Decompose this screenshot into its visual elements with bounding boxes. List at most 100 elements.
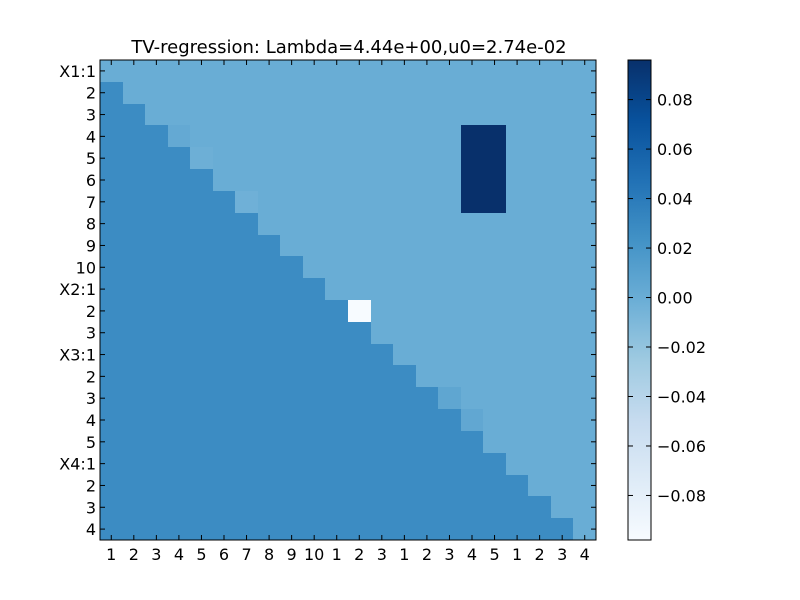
heatmap-cell (280, 213, 303, 235)
x-tick-label: 2 (354, 545, 364, 564)
heatmap-cell (258, 213, 280, 235)
heatmap-cell (438, 278, 461, 300)
heatmap-cell (506, 147, 528, 169)
heatmap-cell (393, 453, 416, 475)
heatmap-cell (416, 256, 438, 278)
heatmap-cell (393, 104, 416, 125)
heatmap-cell (393, 60, 416, 82)
heatmap-cell (145, 365, 168, 387)
heatmap-cell (145, 235, 168, 256)
heatmap-cell (235, 169, 258, 191)
heatmap-cell (483, 409, 506, 431)
heatmap-cell (325, 322, 348, 344)
heatmap-cell (393, 431, 416, 453)
heatmap-cell (393, 322, 416, 344)
heatmap-cell (461, 453, 483, 475)
heatmap-cell (528, 60, 551, 82)
heatmap-cell (371, 475, 393, 496)
heatmap-cell (348, 278, 371, 300)
heatmap-cell (551, 125, 573, 147)
heatmap-cell (483, 518, 506, 540)
heatmap-cell (573, 125, 596, 147)
heatmap-cell (235, 60, 258, 82)
heatmap-cell (100, 213, 123, 235)
heatmap-cell (213, 300, 235, 322)
y-tick-label: 4 (86, 411, 96, 430)
heatmap-cell (551, 104, 573, 125)
heatmap-cell (190, 213, 213, 235)
heatmap-cell (551, 82, 573, 104)
heatmap-cell (168, 322, 190, 344)
heatmap-cell (551, 475, 573, 496)
heatmap-cell (213, 409, 235, 431)
heatmap-cell (438, 82, 461, 104)
heatmap-cell (190, 191, 213, 213)
heatmap-cell (461, 300, 483, 322)
heatmap-cell (213, 82, 235, 104)
heatmap-cell (303, 191, 325, 213)
heatmap-cell (528, 104, 551, 125)
heatmap-cell (573, 82, 596, 104)
heatmap-cell (506, 453, 528, 475)
heatmap-cell (483, 278, 506, 300)
heatmap-cell (280, 344, 303, 365)
heatmap-cells (100, 60, 596, 540)
heatmap-cell (213, 60, 235, 82)
heatmap-cell (393, 409, 416, 431)
heatmap-cell (168, 256, 190, 278)
heatmap-cell (416, 453, 438, 475)
heatmap-cell (371, 453, 393, 475)
y-tick-label: 2 (86, 367, 96, 386)
heatmap-cell (258, 104, 280, 125)
heatmap-cell (506, 256, 528, 278)
heatmap-cell (416, 365, 438, 387)
heatmap-cell (145, 213, 168, 235)
heatmap-cell (528, 365, 551, 387)
heatmap-cell (100, 365, 123, 387)
heatmap-cell (190, 300, 213, 322)
heatmap-cell (325, 365, 348, 387)
x-tick-label: 4 (580, 545, 590, 564)
heatmap-cell (258, 60, 280, 82)
heatmap-cell (348, 475, 371, 496)
heatmap-cell (393, 213, 416, 235)
heatmap-cell (325, 475, 348, 496)
heatmap-cell (280, 147, 303, 169)
heatmap-cell (393, 300, 416, 322)
heatmap-cell (371, 147, 393, 169)
heatmap-cell (528, 169, 551, 191)
heatmap-cell (258, 256, 280, 278)
heatmap-cell (325, 431, 348, 453)
heatmap-cell (235, 431, 258, 453)
heatmap-cell (506, 60, 528, 82)
heatmap-cell (393, 278, 416, 300)
heatmap-cell (190, 278, 213, 300)
heatmap-cell (145, 475, 168, 496)
heatmap-cell (371, 125, 393, 147)
y-tick-label: 2 (86, 302, 96, 321)
heatmap-cell (213, 322, 235, 344)
heatmap-cell (438, 169, 461, 191)
heatmap-cell (348, 147, 371, 169)
heatmap-cell (348, 365, 371, 387)
heatmap-cell (461, 125, 483, 147)
heatmap-cell (483, 82, 506, 104)
heatmap-cell (348, 213, 371, 235)
heatmap-cell (506, 169, 528, 191)
heatmap-cell (506, 387, 528, 409)
heatmap-cell (100, 518, 123, 540)
heatmap-cell (213, 365, 235, 387)
heatmap-cell (393, 235, 416, 256)
heatmap-cell (528, 409, 551, 431)
heatmap-cell (483, 453, 506, 475)
heatmap-cell (371, 82, 393, 104)
heatmap-cell (461, 387, 483, 409)
heatmap-cell (168, 82, 190, 104)
heatmap-cell (416, 169, 438, 191)
heatmap-cell (235, 213, 258, 235)
heatmap-cell (483, 125, 506, 147)
heatmap-cell (145, 322, 168, 344)
heatmap-cell (348, 431, 371, 453)
heatmap-cell (506, 431, 528, 453)
heatmap-cell (325, 453, 348, 475)
